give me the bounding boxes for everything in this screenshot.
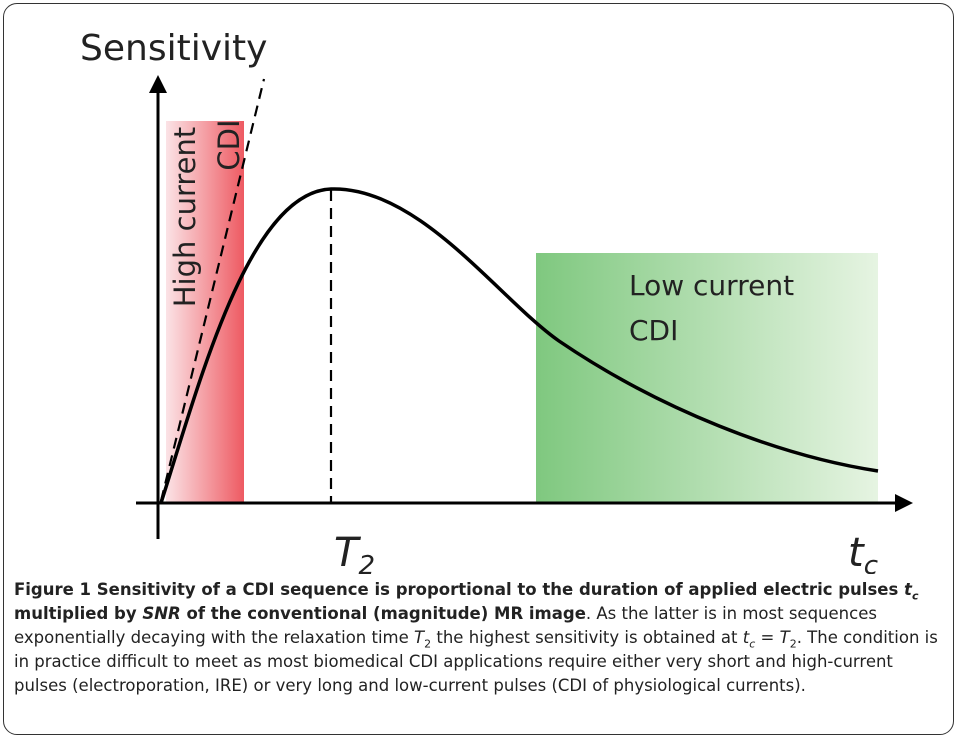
- caption-run: 2: [424, 637, 432, 651]
- caption: Figure 1 Sensitivity of a CDI sequence i…: [14, 578, 944, 698]
- x-label-main: t: [848, 530, 865, 574]
- y-axis-label: Sensitivity: [80, 28, 267, 69]
- caption-run: =: [755, 628, 780, 647]
- low-current-region: [536, 253, 878, 503]
- caption-run: T: [779, 628, 790, 647]
- figure-frame: Sensitivity High current CDI Low current…: [3, 3, 954, 735]
- caption-run: SNR: [142, 604, 181, 623]
- caption-run: multiplied by: [14, 580, 925, 623]
- tangent-line: [159, 78, 266, 502]
- region-label: High current: [168, 127, 202, 308]
- region-label: CDI: [629, 314, 678, 347]
- high-current-region: [166, 121, 244, 503]
- caption-run: t: [904, 580, 912, 599]
- x-label-sub: 2: [358, 551, 375, 574]
- caption-run: c: [749, 637, 756, 651]
- diagram: Sensitivity High current CDI Low current…: [80, 28, 913, 574]
- x-label: T2: [334, 530, 375, 574]
- caption-run: the highest sensitivity is obtained at: [431, 628, 743, 647]
- caption-run: c: [911, 589, 919, 603]
- region-label: CDI: [212, 119, 246, 170]
- caption-run: 2: [789, 637, 797, 651]
- x-label-sub: c: [864, 551, 878, 574]
- caption-run: . The condition is in practice difficult…: [14, 628, 944, 695]
- sensitivity-curve: [159, 187, 879, 504]
- caption-run: of the conventional (magnitude) MR image: [180, 604, 586, 623]
- caption-run: . As the latter is in most sequences exp…: [14, 604, 883, 647]
- caption-run: T: [414, 628, 425, 647]
- caption-run: t: [742, 628, 750, 647]
- x-label-main: T: [334, 530, 362, 574]
- caption-run: Figure 1 Sensitivity of a CDI sequence i…: [14, 580, 905, 599]
- x-label: tc: [848, 530, 878, 574]
- region-label: Low current: [629, 269, 794, 302]
